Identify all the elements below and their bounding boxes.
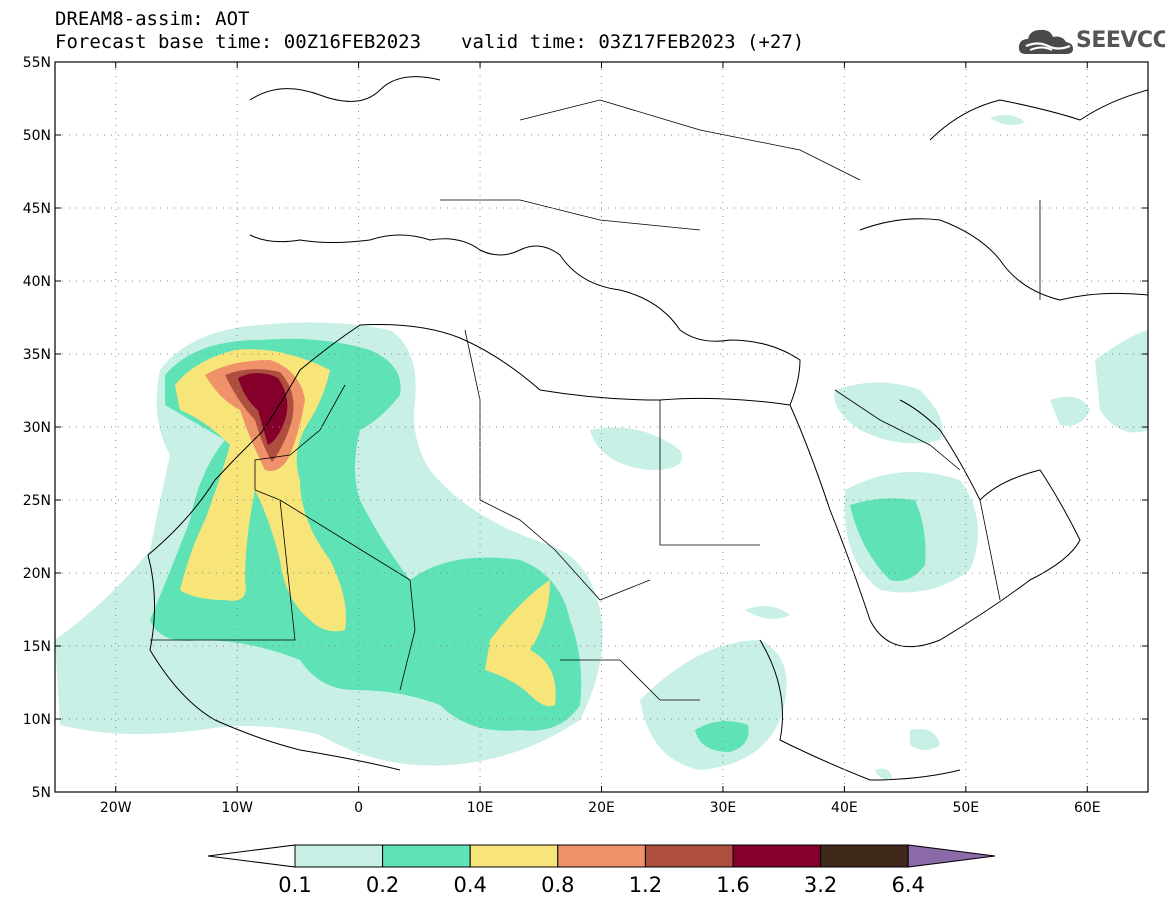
colorbar-label: 1.6 — [716, 873, 749, 897]
lat-tick-label: 20N — [23, 566, 51, 582]
lon-tick-label: 10E — [467, 800, 494, 816]
time-info: Forecast base time: 00Z16FEB2023 valid ti… — [55, 31, 804, 53]
colorbar-segment — [820, 844, 909, 868]
seevccc-logo: SEEVCCC — [1018, 24, 1165, 58]
lon-tick-label: 20E — [588, 800, 615, 816]
axes: 55N 50N 45N 40N 35N 30N 25N 20N 15N 10N 5N 20W 10W 0 1… — [23, 55, 1148, 816]
colorbar: 0.1 0.2 0.4 0.8 1.2 1.6 3.2 6.4 — [207, 844, 996, 897]
colorbar-label: 6.4 — [891, 873, 924, 897]
colorbar-segment — [382, 844, 471, 868]
aot-band-0.1 — [55, 114, 1148, 779]
colorbar-segment — [294, 844, 384, 868]
colorbar-label: 0.4 — [453, 873, 486, 897]
colorbar-segment — [644, 844, 734, 868]
colorbar-label: 0.1 — [278, 873, 311, 897]
lon-tick-label: 60E — [1074, 800, 1101, 816]
lat-tick-label: 40N — [23, 274, 51, 290]
lat-tick-label: 45N — [23, 201, 51, 217]
valid-time: valid time: 03Z17FEB2023 (+27) — [461, 31, 805, 53]
aot-field — [55, 76, 1148, 781]
chart-title: DREAM8-assim: AOT — [55, 8, 250, 30]
lat-tick-label: 10N — [23, 712, 51, 728]
colorbar-label: 1.2 — [629, 873, 662, 897]
lat-tick-label: 25N — [23, 493, 51, 509]
country-borders — [150, 99, 1041, 701]
lat-tick-label: 15N — [23, 639, 51, 655]
lon-tick-label: 0 — [354, 800, 363, 816]
colorbar-label: 0.2 — [366, 873, 399, 897]
aot-band-0.4 — [175, 349, 556, 707]
lat-tick-label: 35N — [23, 347, 51, 363]
colorbar-segment — [469, 844, 559, 868]
lon-tick-label: 10W — [221, 800, 253, 816]
lon-tick-label: 40E — [831, 800, 858, 816]
colorbar-segment — [907, 844, 996, 868]
coastlines — [147, 76, 1148, 781]
colorbar-segment — [207, 844, 296, 868]
base-time: Forecast base time: 00Z16FEB2023 — [55, 31, 422, 53]
lat-tick-label: 5N — [32, 785, 51, 801]
lon-tick-label: 30E — [710, 800, 737, 816]
lon-tick-label: 50E — [952, 800, 979, 816]
colorbar-segment — [557, 844, 646, 868]
lat-tick-label: 50N — [23, 128, 51, 144]
colorbar-label: 3.2 — [804, 873, 837, 897]
aot-band-1.6 — [238, 373, 288, 445]
lat-tick-label: 30N — [23, 420, 51, 436]
grid-lines — [55, 62, 1148, 792]
cloud-icon — [1018, 29, 1073, 54]
logo-text: SEEVCCC — [1076, 28, 1165, 53]
colorbar-label: 0.8 — [541, 873, 574, 897]
colorbar-segment — [732, 844, 822, 868]
lon-tick-label: 20W — [100, 800, 132, 816]
lat-tick-label: 55N — [23, 55, 51, 71]
